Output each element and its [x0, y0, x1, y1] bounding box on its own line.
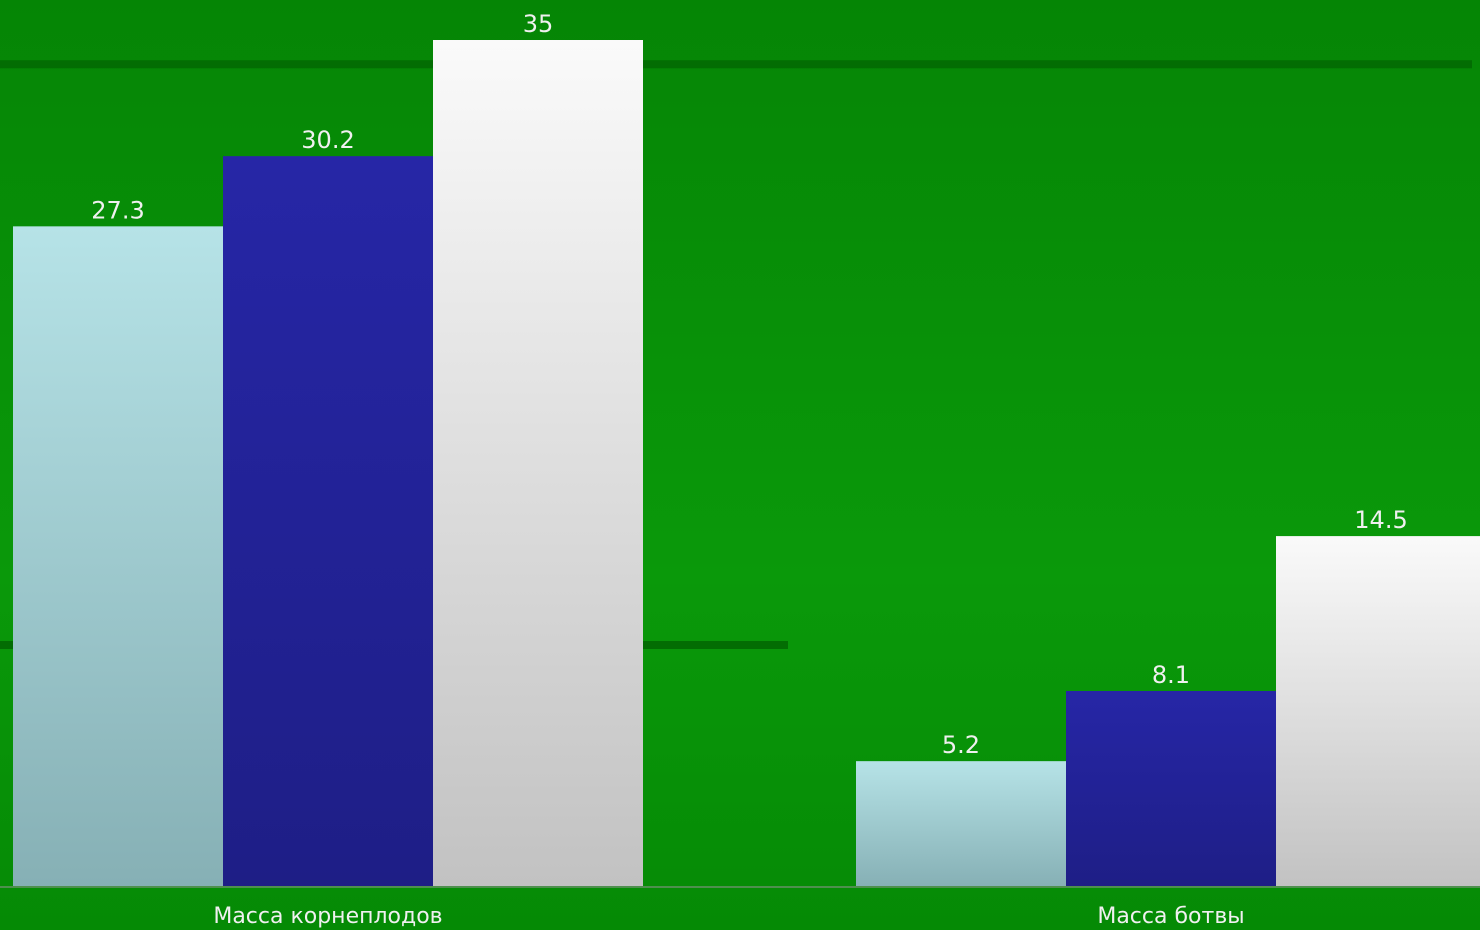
bars — [13, 40, 1480, 888]
bar — [13, 226, 223, 888]
category-label: Масса корнеплодов — [213, 904, 442, 929]
data-labels: 27.3 5.2 30.2 8.1 35 14.5 — [91, 10, 1407, 759]
bar — [856, 761, 1066, 887]
data-label: 27.3 — [91, 196, 144, 224]
data-label: 30.2 — [301, 126, 354, 154]
bar — [1276, 536, 1480, 887]
data-label: 35 — [523, 10, 554, 38]
bar — [1066, 690, 1276, 887]
category-label: Масса ботвы — [1097, 904, 1244, 929]
category-labels: Масса корнеплодов Масса ботвы — [213, 904, 1244, 929]
data-label: 14.5 — [1354, 506, 1407, 534]
bar — [223, 156, 433, 887]
data-label: 8.1 — [1152, 661, 1190, 689]
data-label: 5.2 — [942, 731, 980, 759]
bar — [433, 40, 643, 887]
